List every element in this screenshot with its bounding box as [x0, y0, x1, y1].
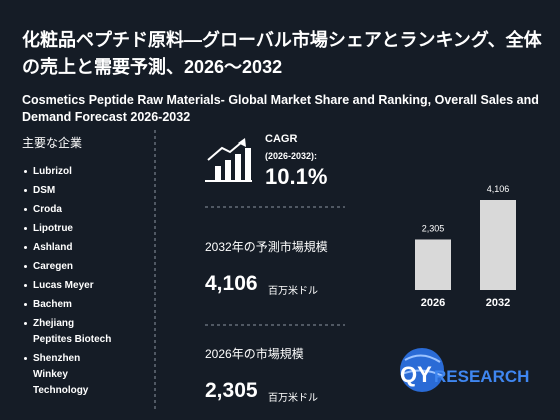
bar [480, 200, 516, 290]
company: Lubrizol [22, 164, 115, 180]
bar-category-label: 2032 [486, 297, 510, 309]
current-value: 2,305 [205, 379, 258, 402]
logo-prefix: QY [400, 362, 432, 387]
current-label: 2026年の市場規模 [205, 347, 304, 361]
company-list: Lubrizol DSM Croda Lipotrue Ashland Caregen Lu… [22, 164, 137, 402]
company: Caregen [22, 259, 115, 275]
cagr-period: (2026-2032): [265, 151, 318, 161]
forecast-unit: 百万米ドル [268, 286, 318, 297]
cagr-value: 10.1% [265, 164, 328, 189]
logo-suffix: RESEARCH [434, 367, 529, 386]
cagr-label: CAGR [265, 133, 298, 145]
companies-heading: 主要な企業 [22, 136, 83, 150]
company: Ashland [22, 240, 115, 256]
company: Shenzhen Winkey Technology [22, 351, 115, 399]
growth-icon [205, 138, 252, 182]
title: 化粧品ペプチド原料—グローバル市場シェアとランキング、全体の売上と需要予測、20… [22, 30, 542, 77]
company: Lucas Meyer [22, 278, 115, 294]
company: Lipotrue [22, 221, 115, 237]
current-unit: 百万米ドル [268, 393, 318, 404]
logo: QY RESEARCH [400, 348, 529, 392]
bar [415, 239, 451, 290]
company: Zhejiang Peptites Biotech [22, 316, 115, 348]
bar-value-label: 4,106 [487, 184, 510, 194]
bar-value-label: 2,305 [422, 223, 445, 233]
bar-category-label: 2026 [421, 297, 445, 309]
subtitle: Cosmetics Peptide Raw Materials- Global … [22, 93, 539, 124]
company: Bachem [22, 297, 115, 313]
company: Croda [22, 202, 115, 218]
forecast-value: 4,106 [205, 272, 258, 295]
company: DSM [22, 183, 115, 199]
forecast-label: 2032年の予測市場規模 [205, 240, 328, 254]
